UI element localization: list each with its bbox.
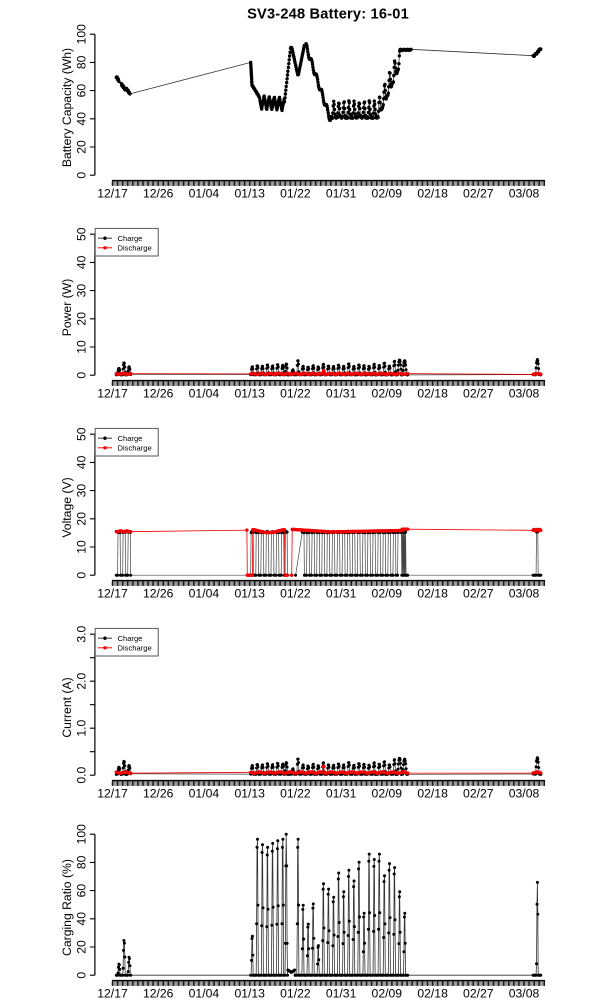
svg-text:01/31: 01/31 [326, 587, 357, 601]
svg-text:02/18: 02/18 [417, 387, 448, 401]
svg-text:80: 80 [75, 55, 89, 69]
svg-text:12/26: 12/26 [143, 787, 174, 801]
svg-text:01/22: 01/22 [280, 387, 311, 401]
svg-text:Discharge: Discharge [118, 644, 152, 653]
svg-text:02/27: 02/27 [463, 187, 494, 201]
svg-text:02/18: 02/18 [417, 187, 448, 201]
svg-text:01/04: 01/04 [189, 787, 220, 801]
svg-text:40: 40 [75, 112, 89, 126]
svg-text:01/31: 01/31 [326, 787, 357, 801]
svg-text:3.0: 3.0 [75, 626, 89, 643]
svg-text:03/08: 03/08 [509, 387, 540, 401]
svg-text:01/22: 01/22 [280, 587, 311, 601]
svg-text:Discharge: Discharge [118, 244, 152, 253]
svg-text:Discharge: Discharge [118, 444, 152, 453]
svg-text:20: 20 [75, 940, 89, 954]
svg-text:01/13: 01/13 [234, 587, 265, 601]
svg-text:01/22: 01/22 [280, 187, 311, 201]
svg-text:02/09: 02/09 [372, 587, 403, 601]
svg-text:20: 20 [75, 312, 89, 326]
svg-text:1.0: 1.0 [75, 720, 89, 737]
svg-text:01/31: 01/31 [326, 387, 357, 401]
svg-text:01/31: 01/31 [326, 987, 357, 1000]
svg-text:02/18: 02/18 [417, 587, 448, 601]
svg-text:Current (A): Current (A) [60, 677, 74, 737]
svg-text:50: 50 [75, 227, 89, 241]
svg-text:02/18: 02/18 [417, 787, 448, 801]
svg-text:01/04: 01/04 [189, 187, 220, 201]
svg-text:12/26: 12/26 [143, 187, 174, 201]
svg-text:0: 0 [75, 172, 89, 179]
svg-text:12/17: 12/17 [97, 787, 128, 801]
svg-text:02/27: 02/27 [463, 387, 494, 401]
svg-text:30: 30 [75, 284, 89, 298]
svg-text:02/09: 02/09 [372, 387, 403, 401]
svg-text:01/04: 01/04 [189, 587, 220, 601]
svg-text:02/09: 02/09 [372, 987, 403, 1000]
svg-text:Charge: Charge [118, 234, 143, 243]
svg-text:02/27: 02/27 [463, 587, 494, 601]
svg-text:12/17: 12/17 [97, 587, 128, 601]
svg-text:Charge: Charge [118, 434, 143, 443]
svg-text:80: 80 [75, 855, 89, 869]
svg-text:0: 0 [75, 972, 89, 979]
svg-text:10: 10 [75, 540, 89, 554]
svg-text:01/04: 01/04 [189, 987, 220, 1000]
svg-text:01/13: 01/13 [234, 987, 265, 1000]
svg-text:20: 20 [75, 140, 89, 154]
svg-text:50: 50 [75, 427, 89, 441]
svg-text:12/17: 12/17 [97, 987, 128, 1000]
svg-text:12/26: 12/26 [143, 987, 174, 1000]
svg-text:12/17: 12/17 [97, 187, 128, 201]
svg-text:0: 0 [75, 572, 89, 579]
svg-text:Power (W): Power (W) [60, 279, 74, 337]
svg-text:40: 40 [75, 912, 89, 926]
svg-text:0: 0 [75, 372, 89, 379]
svg-text:60: 60 [75, 84, 89, 98]
svg-text:01/13: 01/13 [234, 787, 265, 801]
svg-text:02/09: 02/09 [372, 787, 403, 801]
svg-text:01/22: 01/22 [280, 987, 311, 1000]
svg-text:40: 40 [75, 455, 89, 469]
svg-text:03/08: 03/08 [509, 987, 540, 1000]
svg-text:20: 20 [75, 512, 89, 526]
svg-text:01/13: 01/13 [234, 387, 265, 401]
svg-text:01/31: 01/31 [326, 187, 357, 201]
svg-text:2.0: 2.0 [75, 673, 89, 690]
svg-text:01/04: 01/04 [189, 387, 220, 401]
svg-text:01/22: 01/22 [280, 787, 311, 801]
svg-text:Battery Capacity (Wh): Battery Capacity (Wh) [60, 48, 74, 167]
svg-text:12/17: 12/17 [97, 387, 128, 401]
svg-text:100: 100 [75, 824, 89, 845]
svg-text:12/26: 12/26 [143, 387, 174, 401]
svg-text:30: 30 [75, 484, 89, 498]
svg-text:03/08: 03/08 [509, 587, 540, 601]
svg-text:02/09: 02/09 [372, 187, 403, 201]
svg-text:02/18: 02/18 [417, 987, 448, 1000]
svg-text:03/08: 03/08 [509, 787, 540, 801]
svg-text:SV3-248 Battery: 16-01: SV3-248 Battery: 16-01 [247, 6, 409, 22]
svg-text:03/08: 03/08 [509, 187, 540, 201]
svg-text:Voltage (V): Voltage (V) [60, 477, 74, 537]
svg-text:02/27: 02/27 [463, 987, 494, 1000]
svg-text:02/27: 02/27 [463, 787, 494, 801]
svg-text:12/26: 12/26 [143, 587, 174, 601]
svg-text:40: 40 [75, 255, 89, 269]
svg-text:Charge: Charge [118, 634, 143, 643]
svg-text:01/13: 01/13 [234, 187, 265, 201]
svg-text:0.0: 0.0 [75, 767, 89, 784]
svg-text:100: 100 [75, 24, 89, 45]
svg-text:60: 60 [75, 884, 89, 898]
svg-text:Carging Ratio (%): Carging Ratio (%) [60, 859, 74, 956]
svg-text:10: 10 [75, 340, 89, 354]
